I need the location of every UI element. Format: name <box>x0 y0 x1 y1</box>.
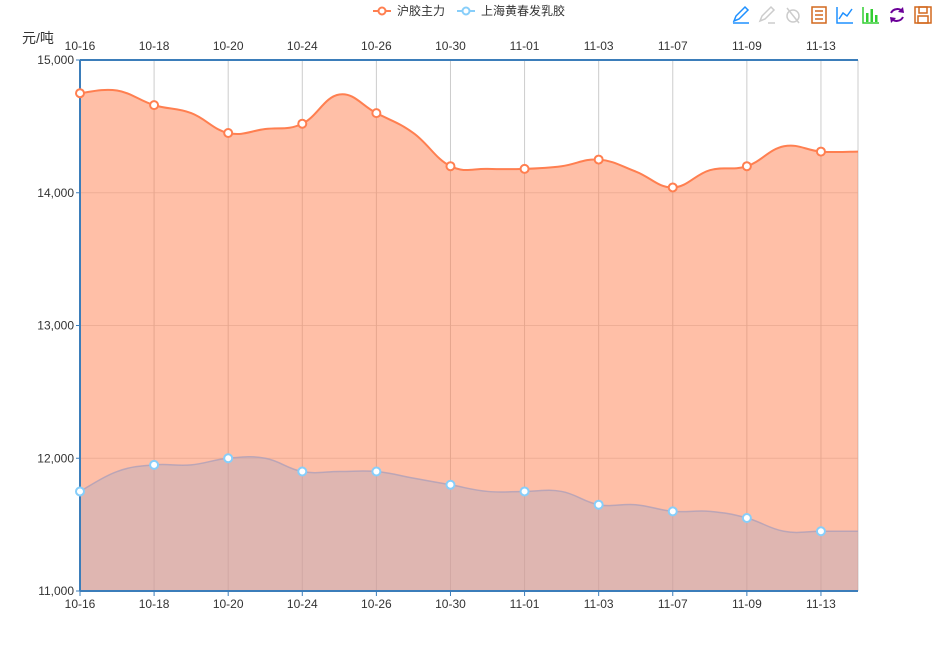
x-tick-label-bottom: 11-03 <box>584 597 614 611</box>
x-tick-label-bottom: 10-26 <box>361 597 392 611</box>
legend-label: 上海黄春发乳胶 <box>481 3 565 18</box>
series-line-1 <box>79 455 858 534</box>
data-point[interactable] <box>297 118 308 129</box>
x-tick-label-top: 11-07 <box>658 39 688 53</box>
data-point[interactable] <box>815 146 826 157</box>
mark-pen-icon[interactable] <box>730 4 752 26</box>
restore-icon[interactable] <box>886 4 908 26</box>
x-tick-label-bottom: 10-30 <box>435 597 466 611</box>
data-point[interactable] <box>667 182 678 193</box>
x-tick-label-top: 10-18 <box>139 39 170 53</box>
legend-dot-marker <box>377 6 387 16</box>
data-point[interactable] <box>593 154 604 165</box>
x-tick-label-top: 11-03 <box>584 39 614 53</box>
y-axis-label: 元/吨 <box>22 30 54 46</box>
x-tick-label-bottom: 11-09 <box>732 597 762 611</box>
data-point[interactable] <box>75 486 85 497</box>
data-point[interactable] <box>741 161 752 172</box>
y-tick-label: 15,000 <box>37 53 74 67</box>
data-point[interactable] <box>75 88 85 99</box>
series-line-0 <box>79 88 859 189</box>
clear-mark-icon[interactable] <box>782 4 804 26</box>
legend[interactable]: 沪胶主力 上海黄春发乳胶 <box>373 3 565 18</box>
data-point[interactable] <box>445 161 456 172</box>
data-point[interactable] <box>593 499 604 510</box>
data-point[interactable] <box>371 108 382 119</box>
legend-dot-marker <box>461 6 471 16</box>
x-tick-label-top: 11-01 <box>510 39 540 53</box>
series-area-0 <box>80 89 858 592</box>
x-tick-label-bottom: 11-01 <box>510 597 540 611</box>
data-point[interactable] <box>815 526 826 537</box>
y-tick-label: 11,000 <box>38 584 74 598</box>
x-tick-label-bottom: 10-20 <box>213 597 244 611</box>
undo-mark-icon[interactable] <box>756 4 778 26</box>
series-area-1 <box>80 456 858 591</box>
x-tick-label-bottom: 11-07 <box>658 597 688 611</box>
save-image-icon[interactable] <box>912 4 934 26</box>
legend-label: 沪胶主力 <box>397 3 445 18</box>
x-tick-label-bottom: 10-16 <box>65 597 96 611</box>
y-tick-label: 12,000 <box>37 451 74 465</box>
data-point[interactable] <box>149 459 160 470</box>
data-point[interactable] <box>741 512 752 523</box>
bar-chart-icon[interactable] <box>860 4 882 26</box>
legend-item-1[interactable]: 上海黄春发乳胶 <box>457 3 565 18</box>
x-tick-label-top: 11-13 <box>806 39 836 53</box>
data-point[interactable] <box>667 506 678 517</box>
data-point[interactable] <box>371 466 382 477</box>
x-tick-label-top: 10-16 <box>65 39 96 53</box>
data-point[interactable] <box>297 466 308 477</box>
data-view-icon[interactable] <box>808 4 830 26</box>
line-chart-icon[interactable] <box>834 4 856 26</box>
x-tick-label-top: 10-24 <box>287 39 318 53</box>
y-tick-label: 13,000 <box>37 319 74 333</box>
data-point[interactable] <box>223 128 234 139</box>
legend-item-0[interactable]: 沪胶主力 <box>373 3 445 18</box>
series-areas <box>80 89 858 592</box>
x-tick-label-top: 10-26 <box>361 39 392 53</box>
series-lines <box>79 88 859 534</box>
x-tick-label-bottom: 10-18 <box>139 597 170 611</box>
x-tick-label-top: 11-09 <box>732 39 762 53</box>
x-tick-label-bottom: 11-13 <box>806 597 836 611</box>
data-point[interactable] <box>149 100 160 111</box>
x-tick-label-top: 10-30 <box>435 39 466 53</box>
data-point[interactable] <box>223 453 234 464</box>
data-point[interactable] <box>519 163 530 174</box>
toolbox <box>730 4 934 26</box>
data-point[interactable] <box>519 486 530 497</box>
x-tick-label-bottom: 10-24 <box>287 597 318 611</box>
series-points <box>75 88 826 537</box>
axes: 11,00012,00013,00014,00015,00010-1610-16… <box>37 39 858 611</box>
x-tick-label-top: 10-20 <box>213 39 244 53</box>
data-point[interactable] <box>445 479 456 490</box>
y-tick-label: 14,000 <box>37 186 74 200</box>
